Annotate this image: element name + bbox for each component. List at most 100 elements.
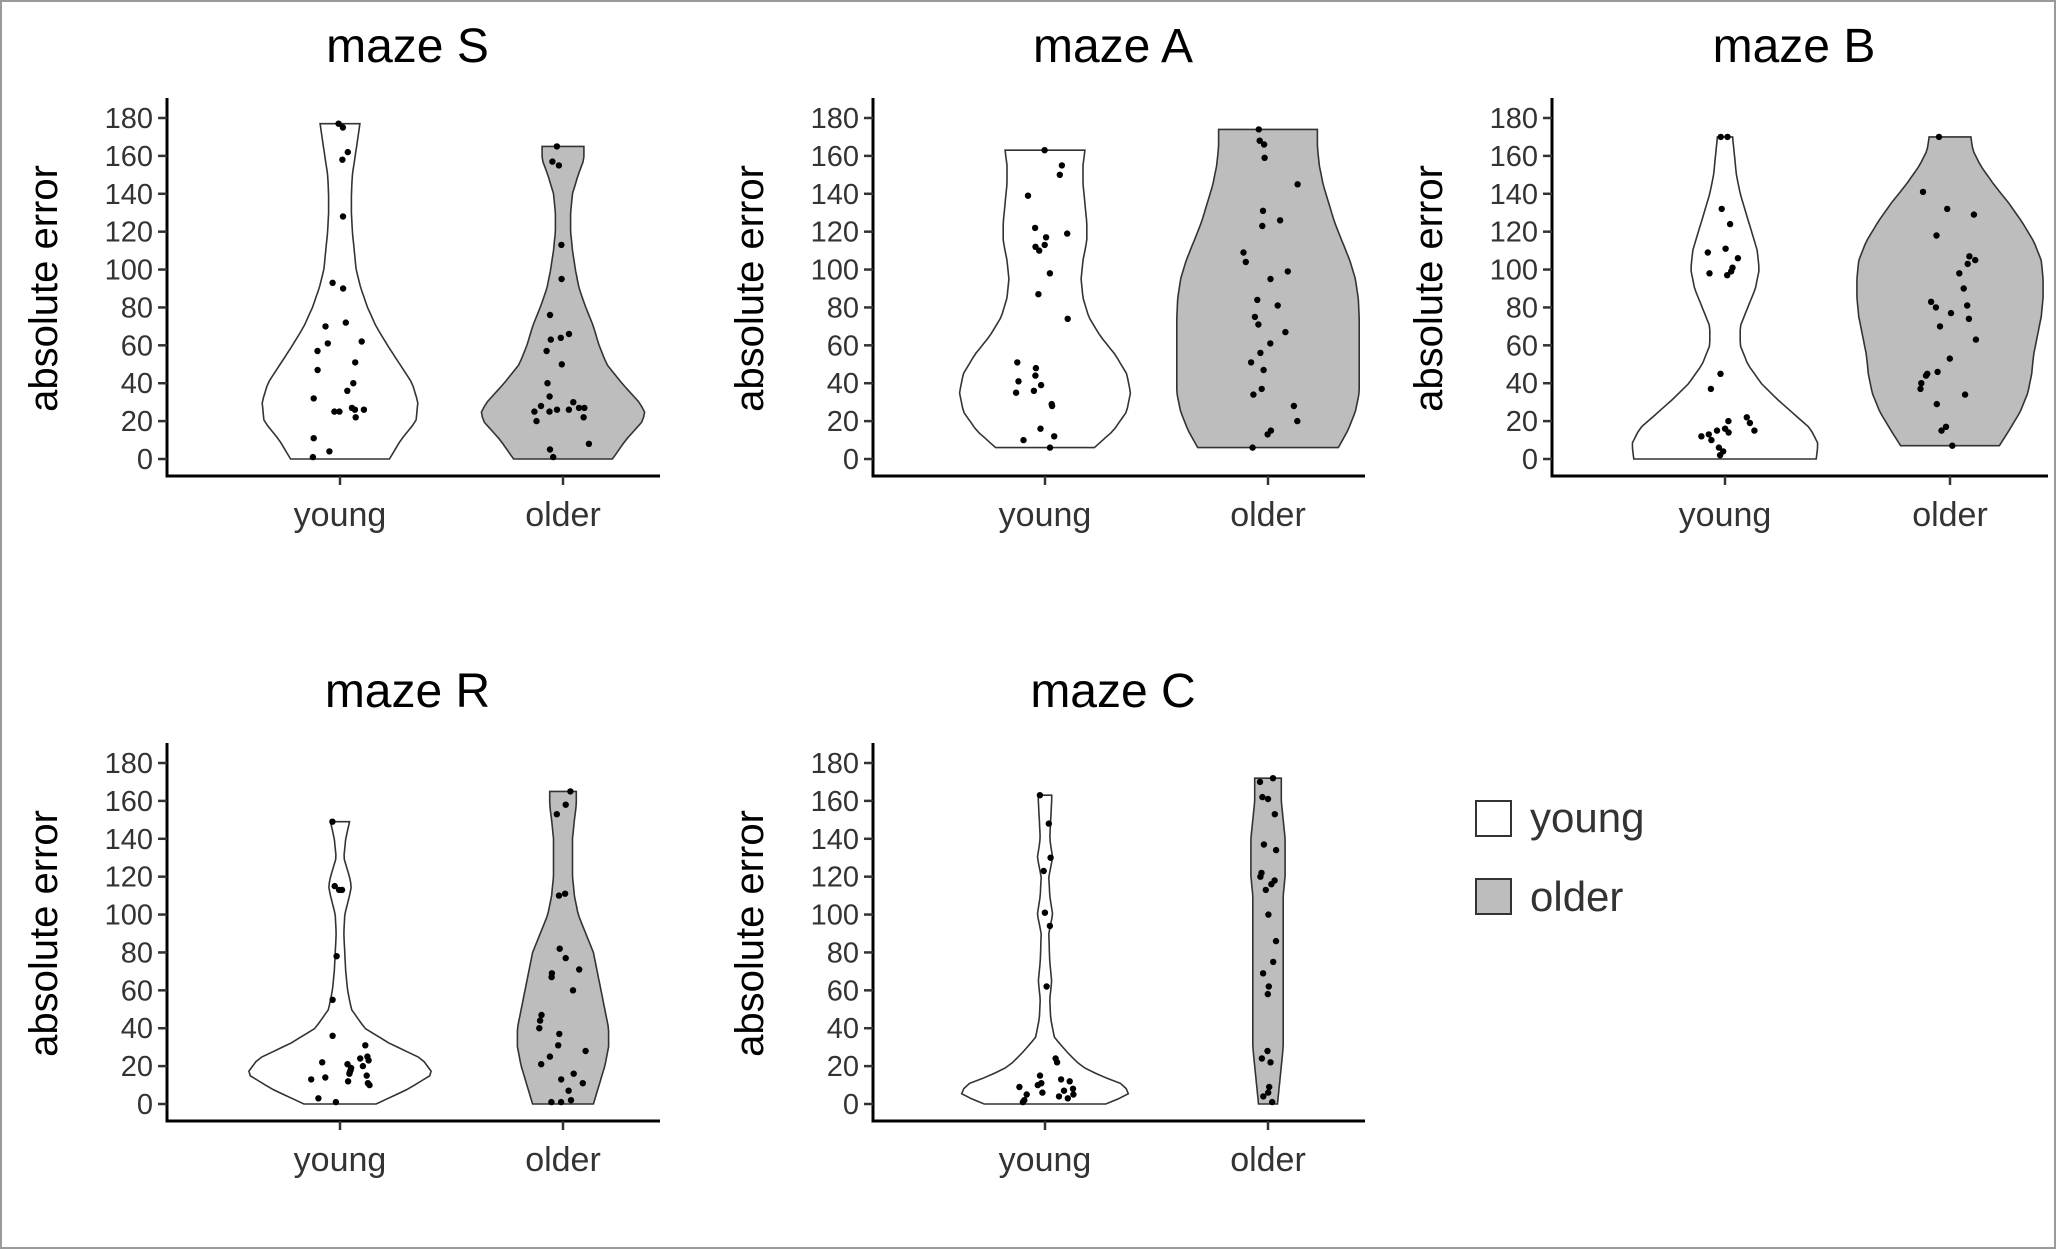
y-tick-label: 160 bbox=[105, 786, 153, 818]
data-point-older bbox=[531, 408, 538, 415]
y-tick-label: 60 bbox=[121, 330, 153, 362]
legend-swatch-older bbox=[1475, 878, 1512, 915]
y-axis-label: absolute error bbox=[728, 165, 772, 412]
y-tick-label: 60 bbox=[121, 975, 153, 1007]
data-point-older bbox=[1918, 380, 1925, 387]
y-tick-label: 160 bbox=[1490, 141, 1538, 173]
data-point-older bbox=[1933, 400, 1941, 408]
data-point-young bbox=[1016, 1083, 1023, 1091]
data-point-young bbox=[1048, 402, 1056, 410]
data-point-older bbox=[1947, 309, 1955, 317]
data-point-older bbox=[1938, 427, 1945, 434]
data-point-older bbox=[1240, 249, 1247, 256]
chart-panel-maze-r: maze R absolute error 0 20 40 60 80 100 120 140 16… bbox=[22, 665, 660, 1179]
data-point-older bbox=[1264, 431, 1271, 438]
data-point-older bbox=[546, 393, 553, 400]
y-tick-label: 180 bbox=[811, 748, 859, 780]
data-point-older bbox=[1942, 423, 1950, 430]
data-point-older bbox=[1267, 340, 1274, 347]
data-point-older bbox=[1265, 983, 1273, 990]
x-tick-label-older: older bbox=[1230, 496, 1306, 534]
data-point-young bbox=[310, 395, 317, 402]
y-tick-label: 0 bbox=[1522, 444, 1538, 476]
data-point-young bbox=[333, 953, 340, 960]
y-tick-label: 20 bbox=[1506, 406, 1538, 438]
y-tick-label: 140 bbox=[811, 824, 859, 856]
data-point-young bbox=[1751, 427, 1758, 434]
data-point-young bbox=[1058, 162, 1066, 169]
data-point-older bbox=[546, 311, 554, 319]
data-point-older bbox=[1260, 841, 1268, 848]
y-tick-label: 40 bbox=[827, 1013, 859, 1045]
y-tick-label: 120 bbox=[811, 217, 859, 249]
violin-older bbox=[1856, 136, 2044, 447]
y-tick-label: 160 bbox=[105, 141, 153, 173]
data-point-older bbox=[1269, 1098, 1276, 1106]
data-point-older bbox=[1257, 873, 1264, 880]
y-tick-label: 100 bbox=[105, 900, 153, 932]
data-point-older bbox=[1972, 256, 1979, 264]
data-point-older bbox=[1946, 355, 1954, 362]
data-point-young bbox=[1046, 270, 1054, 277]
data-point-older bbox=[1255, 321, 1262, 328]
y-tick-label: 180 bbox=[811, 103, 859, 135]
data-point-older bbox=[1933, 232, 1940, 239]
y-tick-label: 100 bbox=[1490, 255, 1538, 287]
data-point-young bbox=[1043, 983, 1050, 990]
y-tick-label: 80 bbox=[121, 937, 153, 969]
data-point-older bbox=[1260, 366, 1267, 374]
data-point-young bbox=[1053, 1059, 1061, 1066]
data-point-young bbox=[331, 408, 338, 415]
data-point-young bbox=[1055, 1093, 1063, 1100]
data-point-young bbox=[1057, 1076, 1065, 1083]
data-point-older bbox=[1964, 302, 1971, 309]
violin-young bbox=[1631, 136, 1819, 460]
legend: young older bbox=[1475, 794, 1644, 920]
y-tick-label: 0 bbox=[137, 1089, 153, 1121]
y-tick-label: 40 bbox=[121, 368, 153, 400]
data-point-older bbox=[1284, 268, 1292, 275]
data-point-young bbox=[314, 366, 321, 374]
data-point-young bbox=[314, 347, 321, 355]
data-point-young bbox=[1051, 433, 1058, 440]
y-tick-label: 20 bbox=[827, 1051, 859, 1083]
data-point-young bbox=[1717, 133, 1725, 141]
y-tick-label: 180 bbox=[105, 103, 153, 135]
data-point-young bbox=[1023, 1091, 1030, 1098]
data-point-older bbox=[565, 330, 573, 338]
data-point-older bbox=[1274, 302, 1281, 309]
y-tick-label: 80 bbox=[827, 937, 859, 969]
data-point-young bbox=[1041, 909, 1049, 916]
x-tick-label-older: older bbox=[1912, 496, 1988, 534]
data-point-older bbox=[1258, 1055, 1266, 1062]
data-point-young bbox=[331, 882, 338, 890]
violin-older bbox=[1176, 128, 1360, 449]
data-point-young bbox=[329, 996, 336, 1003]
data-point-older bbox=[1294, 181, 1301, 188]
data-point-older bbox=[1267, 1059, 1274, 1066]
y-tick-label: 180 bbox=[1490, 103, 1538, 135]
chart-title: maze R bbox=[325, 665, 490, 718]
data-point-older bbox=[1256, 778, 1264, 786]
data-point-young bbox=[310, 435, 317, 442]
data-point-young bbox=[360, 406, 368, 413]
data-point-young bbox=[1035, 291, 1042, 298]
chart-title: maze S bbox=[326, 20, 489, 73]
data-point-young bbox=[344, 387, 351, 394]
data-point-older bbox=[1956, 270, 1963, 277]
data-point-young bbox=[1705, 431, 1713, 438]
data-point-young bbox=[335, 120, 342, 127]
data-point-older bbox=[538, 1011, 545, 1019]
data-point-older bbox=[1961, 391, 1969, 398]
data-point-young bbox=[1015, 378, 1022, 385]
data-point-older bbox=[579, 1080, 586, 1087]
data-point-young bbox=[1704, 249, 1712, 256]
y-tick-label: 140 bbox=[1490, 179, 1538, 211]
data-point-older bbox=[1966, 253, 1973, 260]
data-point-older bbox=[1257, 349, 1264, 357]
data-point-older bbox=[1260, 1093, 1267, 1100]
data-point-older bbox=[549, 158, 556, 165]
data-point-young bbox=[1047, 854, 1054, 861]
data-point-young bbox=[339, 124, 347, 131]
data-point-young bbox=[1717, 370, 1724, 377]
